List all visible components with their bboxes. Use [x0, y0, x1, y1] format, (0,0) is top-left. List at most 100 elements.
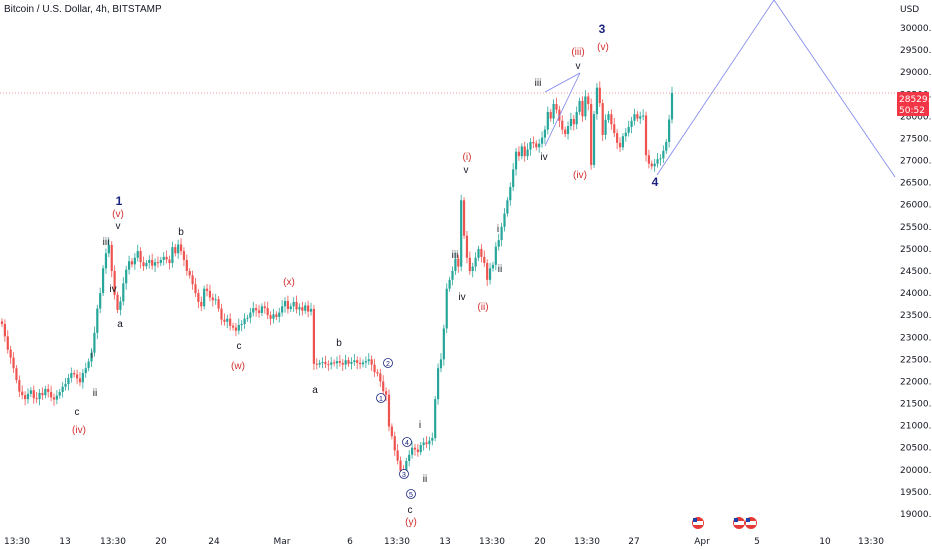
candle-body: [503, 213, 506, 227]
candle-body: [584, 96, 587, 117]
candle-body: [607, 114, 610, 120]
candle-body: [174, 247, 177, 254]
candle-body: [460, 200, 463, 267]
candle-body: [99, 293, 102, 309]
candle-body: [468, 257, 471, 271]
currency-label: USD: [900, 5, 919, 15]
wave-label: 3: [599, 22, 606, 36]
candle-body: [359, 362, 362, 365]
candle-body: [26, 393, 30, 400]
candle-body: [312, 308, 315, 364]
candle-body: [564, 129, 567, 135]
wave-label: (iii): [571, 47, 584, 58]
time-tick-label: 13: [439, 537, 450, 547]
candle-body: [64, 384, 67, 387]
candle-body: [330, 362, 333, 365]
candle-body: [656, 159, 659, 164]
candle-body: [182, 251, 186, 260]
candle-body: [301, 307, 304, 311]
candle-body: [307, 305, 310, 312]
candle-body: [281, 306, 284, 313]
candle-body: [483, 256, 486, 264]
candle-body: [292, 301, 295, 307]
candle-body: [662, 150, 665, 159]
candle-body: [361, 362, 365, 365]
candle-body: [445, 288, 448, 329]
wave-label: (ii): [477, 302, 488, 313]
candle-body: [67, 377, 70, 385]
wave-label: (y): [405, 517, 417, 528]
candle-body: [289, 306, 292, 309]
candle-body: [595, 87, 599, 115]
wave-label: c: [408, 505, 413, 516]
candle-body: [87, 361, 90, 369]
price-axis: USD 30000.0029500.0029000.0028500.002800…: [900, 5, 932, 520]
candle-body: [18, 380, 21, 392]
candle-body: [344, 360, 347, 365]
candle-body: [471, 266, 474, 271]
last-price-label: 28529.00: [899, 95, 932, 105]
candle-body: [413, 447, 417, 450]
candle-body: [177, 244, 180, 254]
candle-body: [350, 362, 353, 364]
chart-header: Bitcoin / U.S. Dollar, 4h, BITSTAMP: [4, 4, 162, 15]
candle-body: [12, 357, 15, 369]
candle-body: [356, 360, 359, 363]
candle-body: [335, 361, 339, 364]
candle-body: [29, 390, 32, 394]
candle-body: [133, 257, 136, 265]
wave-label: i: [91, 350, 93, 361]
candle-body: [55, 395, 58, 400]
candle-body: [246, 317, 249, 319]
time-tick-label: 13:30: [858, 537, 884, 547]
price-tick-label: 22500.00: [900, 355, 932, 365]
candle-body: [465, 235, 469, 258]
candle-body: [630, 120, 633, 127]
candle-body: [35, 398, 38, 400]
candle-body: [61, 386, 64, 393]
price-tick-label: 27500.00: [900, 134, 932, 144]
candle-body: [21, 391, 24, 396]
price-tick-label: 30000.00: [900, 24, 932, 34]
us-flag-icon[interactable]: [745, 517, 757, 529]
candle-body: [592, 114, 596, 165]
candle-body: [257, 310, 261, 313]
candle-body: [75, 374, 79, 379]
wave-label: ii: [93, 388, 97, 399]
candle-body: [624, 132, 627, 137]
candle-body: [572, 119, 575, 125]
candle-body: [0, 321, 4, 325]
candle-body: [517, 151, 521, 157]
candle-body: [205, 288, 209, 291]
candle-body: [127, 261, 131, 270]
us-flag-icon[interactable]: [692, 517, 704, 529]
candle-body: [41, 392, 44, 396]
candle-body: [52, 397, 56, 400]
candle-body: [104, 253, 108, 269]
candle-body: [49, 392, 53, 398]
candle-body: [338, 361, 341, 363]
candle-body: [393, 436, 396, 451]
candle-body: [171, 247, 174, 264]
candle-body: [151, 259, 154, 266]
candle-body: [223, 319, 226, 322]
candle-body: [659, 158, 662, 160]
us-flag-icon[interactable]: [733, 517, 745, 529]
candle-body: [3, 324, 6, 337]
candle-body: [269, 315, 272, 319]
candle-body: [188, 271, 191, 276]
candle-body: [70, 373, 73, 378]
price-tick-label: 24000.00: [900, 289, 932, 299]
candle-body: [670, 92, 674, 120]
candle-body: [543, 129, 547, 138]
wave-label: b: [178, 227, 184, 238]
candle-body: [304, 305, 307, 311]
price-tick-label: 26500.00: [900, 179, 932, 189]
candle-body: [474, 257, 477, 267]
candle-body: [122, 283, 125, 302]
candle-body: [422, 442, 425, 446]
candle-body: [263, 306, 266, 309]
candle-body: [578, 100, 581, 112]
